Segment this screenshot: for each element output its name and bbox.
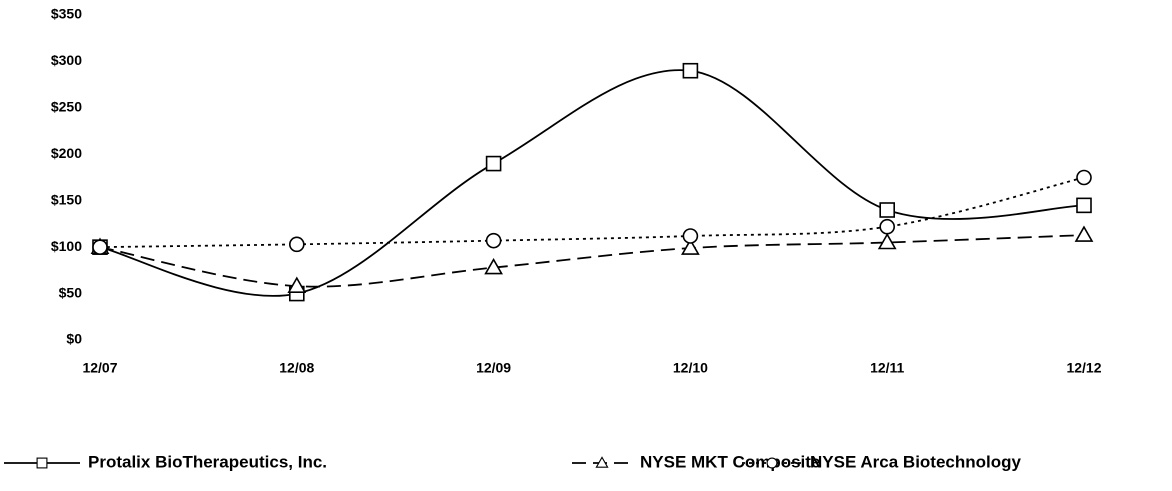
data-point	[288, 236, 305, 253]
legend-label: NYSE MKT Composite	[640, 452, 820, 471]
legend-item: NYSE MKT Composite	[572, 452, 820, 471]
data-point	[877, 232, 897, 250]
legend-marker	[595, 456, 609, 468]
x-tick-label: 12/11	[870, 360, 904, 376]
legend-marker	[766, 457, 778, 469]
legend-label: Protalix BioTherapeutics, Inc.	[88, 452, 327, 471]
y-tick-label: $300	[51, 52, 82, 68]
legend-item: NYSE Arca Biotechnology	[742, 452, 1022, 471]
data-point	[484, 257, 503, 275]
y-tick-label: $200	[51, 145, 82, 161]
data-point	[1076, 197, 1092, 214]
data-point	[879, 202, 896, 218]
legend-item: Protalix BioTherapeutics, Inc.	[4, 452, 327, 471]
legend-marker	[36, 457, 48, 469]
legend-label: NYSE Arca Biotechnology	[810, 452, 1022, 471]
data-point	[485, 232, 502, 249]
x-tick-label: 12/10	[673, 360, 708, 376]
data-point	[879, 218, 896, 235]
y-tick-label: $350	[51, 6, 82, 22]
y-tick-label: $50	[59, 284, 83, 300]
data-point	[287, 276, 307, 293]
data-point	[682, 62, 699, 79]
data-point	[681, 238, 700, 255]
x-tick-label: 12/12	[1066, 360, 1101, 376]
y-tick-label: $250	[51, 99, 82, 115]
data-point	[485, 155, 502, 172]
data-point	[1074, 225, 1094, 242]
data-point	[92, 239, 108, 255]
data-point	[682, 228, 699, 244]
y-tick-label: $0	[66, 331, 82, 347]
series-line	[99, 69, 1085, 297]
x-tick-label: 12/09	[476, 360, 511, 376]
x-tick-label: 12/07	[82, 360, 117, 376]
series-line	[99, 176, 1085, 249]
x-tick-label: 12/08	[279, 360, 314, 376]
y-tick-label: $100	[51, 238, 82, 254]
y-tick-label: $150	[51, 191, 82, 207]
series-line	[99, 234, 1085, 288]
data-point	[1076, 169, 1092, 186]
